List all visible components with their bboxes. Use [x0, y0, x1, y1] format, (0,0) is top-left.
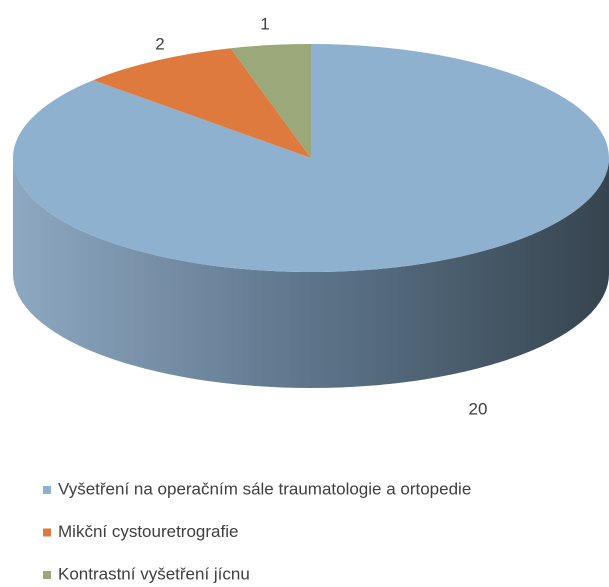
data-label: 1	[260, 14, 269, 33]
slice	[230, 44, 311, 158]
legend-swatch	[43, 528, 51, 537]
legend-swatch	[43, 486, 51, 494]
slice	[13, 44, 609, 272]
legend-swatch	[43, 571, 51, 579]
slice-side	[13, 158, 609, 388]
legend-label: Vyšetření na operačním sále traumatologi…	[58, 479, 471, 498]
legend-label: Mikční cystouretrografie	[58, 522, 238, 541]
data-label: 20	[469, 399, 488, 418]
legend-label: Kontrastní vyšetření jícnu	[58, 564, 250, 583]
slice	[93, 48, 312, 158]
data-label: 2	[155, 34, 164, 53]
